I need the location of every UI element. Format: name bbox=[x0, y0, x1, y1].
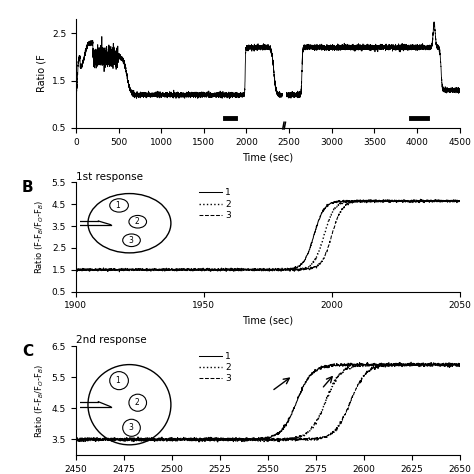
2 bbox=[244, 267, 250, 273]
1 bbox=[73, 438, 79, 444]
Line: 2: 2 bbox=[76, 200, 460, 272]
3 bbox=[236, 268, 242, 273]
2 bbox=[251, 436, 257, 441]
Line: 2: 2 bbox=[76, 363, 460, 442]
X-axis label: Time (sec): Time (sec) bbox=[242, 152, 293, 162]
Text: C: C bbox=[22, 344, 33, 359]
2 bbox=[292, 436, 297, 441]
1 bbox=[103, 437, 109, 442]
2 bbox=[118, 267, 124, 273]
2 bbox=[457, 198, 463, 204]
3 bbox=[418, 196, 423, 202]
2 bbox=[118, 438, 124, 443]
3 bbox=[457, 363, 463, 368]
3 bbox=[118, 266, 124, 272]
1 bbox=[244, 438, 250, 444]
2 bbox=[73, 267, 79, 273]
Y-axis label: Ratio (F: Ratio (F bbox=[36, 55, 46, 92]
Y-axis label: Ratio (F-F$_B$/F$_O$-F$_B$): Ratio (F-F$_B$/F$_O$-F$_B$) bbox=[34, 200, 46, 274]
Line: 3: 3 bbox=[76, 199, 460, 271]
3 bbox=[287, 268, 293, 274]
1 bbox=[73, 268, 79, 274]
3 bbox=[244, 437, 249, 442]
2 bbox=[251, 267, 257, 273]
2 bbox=[456, 197, 461, 202]
1 bbox=[118, 266, 124, 272]
Legend: 1, 2, 3: 1, 2, 3 bbox=[196, 185, 235, 224]
2 bbox=[236, 266, 242, 272]
Line: 1: 1 bbox=[76, 200, 460, 272]
Text: B: B bbox=[22, 180, 34, 195]
1 bbox=[236, 267, 242, 273]
2 bbox=[103, 436, 109, 442]
2 bbox=[106, 439, 112, 445]
Legend: 1, 2, 3: 1, 2, 3 bbox=[196, 348, 235, 387]
1 bbox=[292, 266, 297, 272]
3 bbox=[276, 439, 282, 445]
2 bbox=[408, 360, 414, 365]
2 bbox=[236, 436, 242, 441]
1 bbox=[244, 267, 250, 273]
1 bbox=[428, 360, 434, 365]
Line: 3: 3 bbox=[76, 363, 460, 442]
1 bbox=[196, 439, 202, 445]
3 bbox=[73, 266, 79, 272]
1 bbox=[251, 267, 257, 273]
3 bbox=[118, 438, 124, 443]
2 bbox=[93, 269, 99, 274]
3 bbox=[103, 437, 109, 442]
1 bbox=[419, 197, 424, 203]
Text: 1st response: 1st response bbox=[76, 172, 143, 182]
1 bbox=[457, 363, 463, 369]
1 bbox=[118, 438, 124, 443]
1 bbox=[292, 404, 297, 410]
3 bbox=[292, 437, 297, 443]
3 bbox=[236, 436, 242, 441]
1 bbox=[117, 269, 122, 275]
Line: 1: 1 bbox=[76, 363, 460, 442]
3 bbox=[73, 436, 79, 442]
2 bbox=[244, 437, 250, 443]
3 bbox=[396, 360, 402, 365]
3 bbox=[244, 266, 249, 272]
2 bbox=[457, 362, 463, 367]
2 bbox=[73, 437, 79, 442]
3 bbox=[457, 198, 463, 204]
1 bbox=[457, 198, 463, 204]
3 bbox=[103, 267, 109, 273]
2 bbox=[292, 267, 297, 273]
3 bbox=[251, 435, 256, 441]
2 bbox=[103, 267, 109, 273]
3 bbox=[251, 266, 256, 272]
Text: 2nd response: 2nd response bbox=[76, 335, 146, 345]
1 bbox=[236, 437, 242, 443]
1 bbox=[251, 436, 257, 442]
1 bbox=[103, 267, 109, 273]
3 bbox=[292, 267, 297, 273]
Y-axis label: Ratio (F-F$_B$/F$_O$-F$_B$): Ratio (F-F$_B$/F$_O$-F$_B$) bbox=[34, 364, 46, 438]
X-axis label: Time (sec): Time (sec) bbox=[242, 316, 293, 326]
